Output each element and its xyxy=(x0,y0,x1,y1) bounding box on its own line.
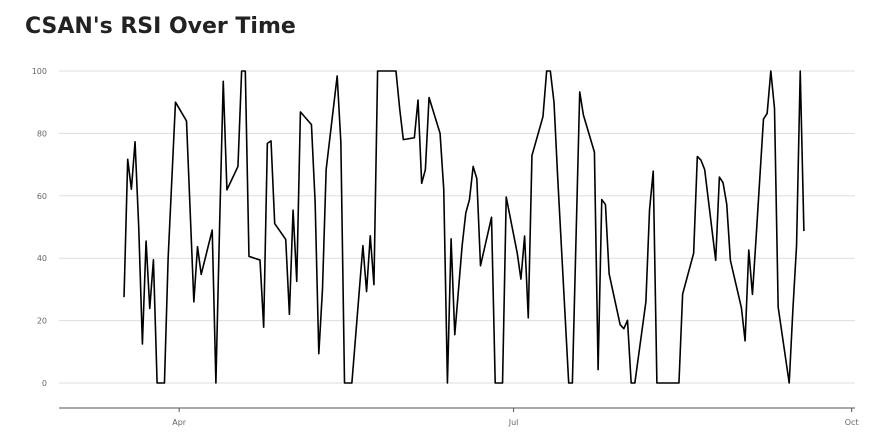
tick-labels: 0 20 40 60 80 100 Apr Jul Oct xyxy=(32,67,859,427)
y-tick-label: 20 xyxy=(37,317,47,326)
x-tick-label: Apr xyxy=(172,418,187,427)
grid-lines xyxy=(59,70,855,384)
y-tick-label: 100 xyxy=(32,67,47,76)
y-tick-label: 60 xyxy=(37,192,47,201)
x-tick-label: Jul xyxy=(508,418,519,427)
x-tick-label: Oct xyxy=(845,418,859,427)
rsi-series-line xyxy=(123,70,805,384)
y-tick-label: 80 xyxy=(37,129,47,138)
series-layer xyxy=(123,70,805,384)
axes xyxy=(59,407,855,412)
y-tick-label: 0 xyxy=(42,379,47,388)
y-tick-label: 40 xyxy=(37,254,47,263)
chart-title: CSAN's RSI Over Time xyxy=(25,14,296,39)
